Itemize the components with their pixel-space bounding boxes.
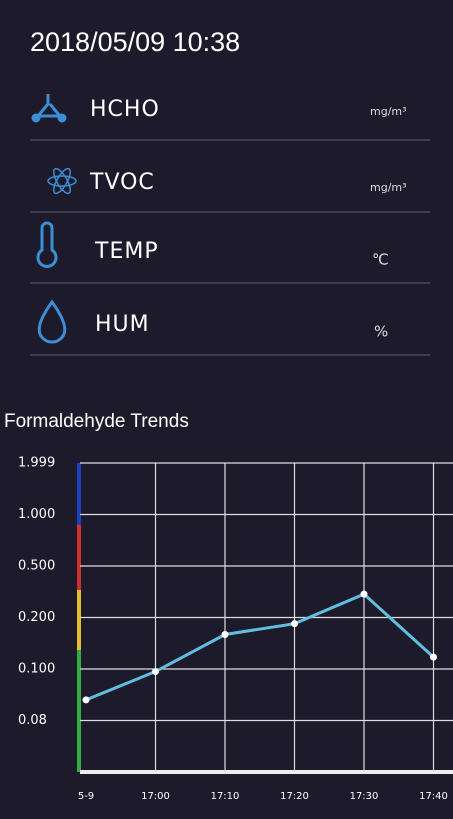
sensor-unit: ℃ — [372, 251, 389, 269]
sensor-unit: % — [374, 323, 388, 341]
data-point — [430, 654, 437, 661]
x-tick-label: 17:20 — [280, 791, 309, 802]
page: 2018/05/09 10:38 HCHO mg/m³ TVOC mg/m³ T… — [0, 0, 453, 819]
y-tick-label: 1.999 — [18, 456, 55, 471]
data-point — [222, 631, 229, 638]
sensor-label: HUM — [95, 312, 150, 337]
sensor-label: TEMP — [94, 239, 159, 264]
sensor-label: TVOC — [89, 170, 155, 195]
data-point — [152, 668, 159, 675]
data-point — [83, 696, 90, 703]
data-point — [291, 620, 298, 627]
sensor-unit: mg/m³ — [370, 181, 407, 194]
background — [0, 0, 453, 819]
y-tick-label: 0.200 — [18, 610, 55, 625]
datetime: 2018/05/09 10:38 — [30, 27, 240, 57]
chart-title: Formaldehyde Trends — [4, 411, 189, 432]
y-tick-label: 0.500 — [18, 559, 55, 574]
x-tick-label: 17:00 — [141, 791, 170, 802]
screen: 2018/05/09 10:38 HCHO mg/m³ TVOC mg/m³ T… — [0, 0, 453, 819]
y-tick-label: 0.100 — [18, 662, 55, 677]
data-point — [361, 591, 368, 598]
x-tick-label: 17:10 — [211, 791, 240, 802]
y-tick-label: 1.000 — [18, 507, 55, 522]
sensor-label: HCHO — [90, 97, 160, 122]
sensor-unit: mg/m³ — [370, 105, 407, 118]
x-tick-label: 17:30 — [350, 791, 379, 802]
y-tick-label: 0.08 — [18, 713, 47, 728]
x-tick-label: 5-9 — [78, 791, 94, 802]
x-tick-label: 17:40 — [419, 791, 448, 802]
